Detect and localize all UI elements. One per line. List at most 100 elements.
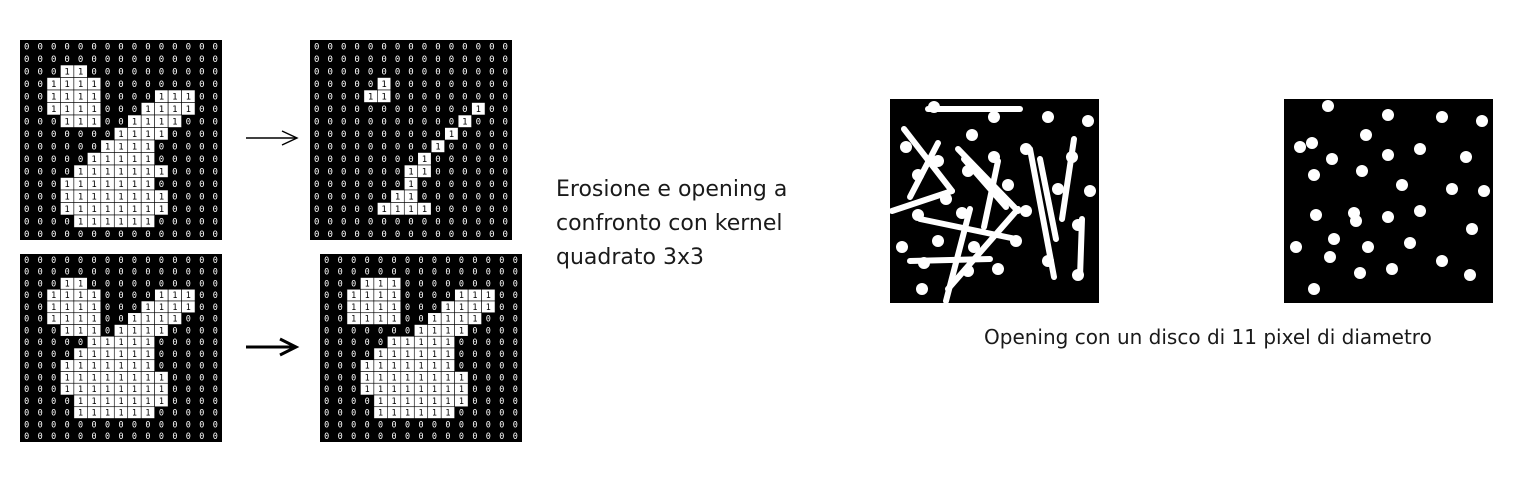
grid-value-one: 1	[51, 314, 56, 324]
grid-value-zero: 0	[186, 142, 191, 152]
grid-value-zero: 0	[368, 142, 373, 152]
grid-value-zero: 0	[172, 431, 177, 441]
grid-value-zero: 0	[489, 142, 494, 152]
grid-value-zero: 0	[418, 290, 423, 300]
grid-value-zero: 0	[341, 80, 346, 90]
grid-value-zero: 0	[118, 278, 123, 288]
grid-value-zero: 0	[105, 431, 110, 441]
grid-value-zero: 0	[327, 217, 332, 227]
grid-value-zero: 0	[51, 117, 56, 127]
grid-value-one: 1	[64, 92, 69, 102]
grid-value-zero: 0	[186, 80, 191, 90]
grid-value-one: 1	[186, 290, 191, 300]
grid-value-zero: 0	[172, 205, 177, 215]
grid-value-zero: 0	[462, 130, 467, 140]
grid-value-zero: 0	[472, 372, 477, 382]
grid-value-zero: 0	[24, 337, 29, 347]
grid-value-one: 1	[392, 290, 397, 300]
grid-value-zero: 0	[449, 80, 454, 90]
grid-value-zero: 0	[341, 117, 346, 127]
grid-value-zero: 0	[381, 230, 386, 240]
grid-value-zero: 0	[513, 314, 518, 324]
grid-value-one: 1	[459, 314, 464, 324]
grid-value-zero: 0	[381, 192, 386, 202]
grid-value-zero: 0	[213, 192, 218, 202]
grid-value-one: 1	[392, 314, 397, 324]
grid-value-zero: 0	[449, 230, 454, 240]
grid-value-one: 1	[392, 278, 397, 288]
grid-value-one: 1	[381, 205, 386, 215]
grid-value-one: 1	[91, 217, 96, 227]
grid-value-one: 1	[92, 349, 97, 359]
grid-value-zero: 0	[186, 361, 191, 371]
grid-value-zero: 0	[476, 55, 481, 65]
grid-value-zero: 0	[65, 349, 70, 359]
grid-value-zero: 0	[314, 155, 319, 165]
grid-value-zero: 0	[24, 130, 29, 140]
grid-value-one: 1	[159, 384, 164, 394]
grid-value-one: 1	[445, 314, 450, 324]
grid-value-one: 1	[172, 302, 177, 312]
grid-value-zero: 0	[78, 267, 83, 277]
grid-value-zero: 0	[338, 349, 343, 359]
grid-value-zero: 0	[368, 155, 373, 165]
grid-value-zero: 0	[105, 419, 110, 429]
grid-value-one: 1	[172, 117, 177, 127]
grid-value-zero: 0	[432, 267, 437, 277]
grid-value-zero: 0	[199, 230, 204, 240]
grid-value-one: 1	[405, 349, 410, 359]
grid-cell-one	[444, 127, 459, 141]
grid-value-zero: 0	[51, 67, 56, 77]
grid-value-zero: 0	[422, 180, 427, 190]
grid-value-zero: 0	[199, 408, 204, 418]
grid-value-zero: 0	[341, 217, 346, 227]
grid-value-zero: 0	[24, 361, 29, 371]
grid-value-zero: 0	[65, 337, 70, 347]
grid-value-one: 1	[392, 396, 397, 406]
grid-value-zero: 0	[486, 314, 491, 324]
grid-value-zero: 0	[145, 419, 150, 429]
grid-value-zero: 0	[51, 255, 56, 265]
grid-value-one: 1	[432, 372, 437, 382]
grid-value-one: 1	[132, 361, 137, 371]
grid-value-zero: 0	[132, 419, 137, 429]
grid-value-zero: 0	[186, 325, 191, 335]
grid-value-zero: 0	[118, 431, 123, 441]
grid-value-one: 1	[378, 302, 383, 312]
grid-value-zero: 0	[445, 278, 450, 288]
grid-value-zero: 0	[186, 42, 191, 52]
grid-value-zero: 0	[422, 130, 427, 140]
grid-value-zero: 0	[351, 431, 356, 441]
grid-value-zero: 0	[324, 337, 329, 347]
grid-value-one: 1	[118, 396, 123, 406]
grid-value-zero: 0	[486, 419, 491, 429]
grid-value-zero: 0	[462, 92, 467, 102]
grid-value-zero: 0	[172, 217, 177, 227]
grid-value-zero: 0	[341, 142, 346, 152]
grid-value-one: 1	[432, 349, 437, 359]
grid-value-one: 1	[365, 302, 370, 312]
grid-value-zero: 0	[91, 130, 96, 140]
grid-value-zero: 0	[368, 80, 373, 90]
grid-value-one: 1	[145, 105, 150, 115]
grid-value-zero: 0	[314, 42, 319, 52]
grid-value-zero: 0	[213, 302, 218, 312]
grid-value-one: 1	[365, 361, 370, 371]
grid-value-one: 1	[459, 396, 464, 406]
grid-value-zero: 0	[472, 255, 477, 265]
grid-value-zero: 0	[38, 255, 43, 265]
grid-value-zero: 0	[462, 80, 467, 90]
grid-value-zero: 0	[449, 67, 454, 77]
grid-value-zero: 0	[51, 180, 56, 190]
grid-value-zero: 0	[365, 349, 370, 359]
grid-value-zero: 0	[92, 431, 97, 441]
grid-value-zero: 0	[172, 325, 177, 335]
binary-grid-eroded: 0 0 0 0 0 0 0 0 0 0 0 0 0 0 00 0 0 0 0 0 0 0 0 0 0 0 0 0 00 0 0 0 0 0 0 0 0 0…	[310, 40, 512, 240]
grid-value-one: 1	[65, 372, 70, 382]
grid-value-one: 1	[78, 67, 83, 77]
grid-value-zero: 0	[354, 67, 359, 77]
grid-value-zero: 0	[395, 217, 400, 227]
grid-value-zero: 0	[503, 105, 508, 115]
grid-value-zero: 0	[499, 372, 504, 382]
grid-value-zero: 0	[24, 419, 29, 429]
